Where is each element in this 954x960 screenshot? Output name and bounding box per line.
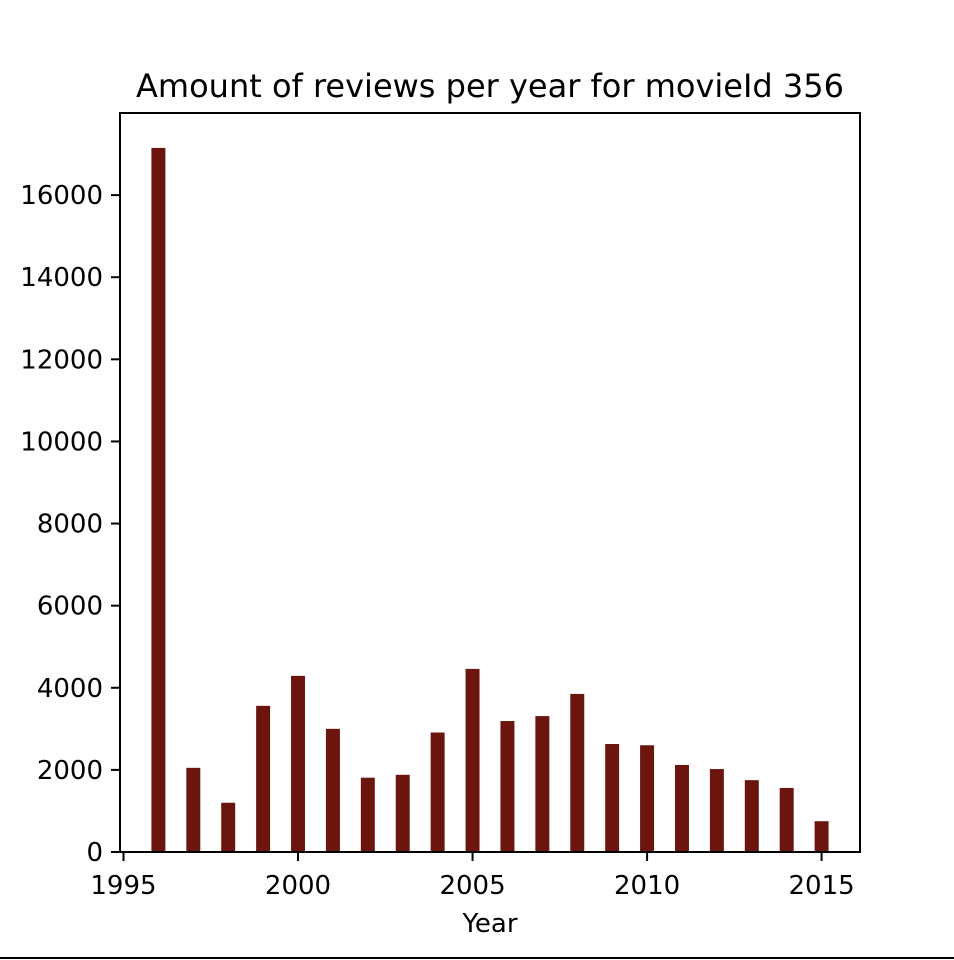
bar-2008 [570, 693, 585, 852]
bar-2005 [465, 668, 480, 852]
x-axis-label: Year [461, 909, 517, 939]
bar-2000 [291, 675, 305, 852]
bars-group [151, 147, 829, 852]
y-tick-label-2000: 2000 [37, 756, 103, 786]
y-tick-label-16000: 16000 [20, 181, 103, 211]
bar-2010 [640, 745, 655, 852]
x-tick-label-2005: 2005 [439, 871, 505, 901]
bar-1999 [256, 705, 271, 852]
chart-title: Amount of reviews per year for movieId 3… [136, 67, 844, 105]
bar-2003 [395, 774, 410, 852]
y-tick-label-8000: 8000 [37, 510, 103, 540]
x-tick-label-1995: 1995 [90, 871, 156, 901]
bar-2015 [814, 821, 829, 852]
y-tick-label-0: 0 [86, 838, 103, 868]
plot-frame [119, 112, 861, 853]
x-tick-label-2015: 2015 [789, 871, 855, 901]
y-tick-label-12000: 12000 [20, 345, 103, 375]
bar-1997 [186, 767, 201, 852]
x-tick-label-2010: 2010 [614, 871, 680, 901]
bar-2002 [360, 777, 375, 852]
bar-2004 [430, 732, 445, 852]
x-axis-ticks: 1995 2000 2005 2010 2015 [90, 852, 855, 901]
bar-2013 [744, 780, 759, 852]
bottom-border [0, 957, 954, 959]
bar-2014 [779, 787, 794, 852]
y-tick-label-4000: 4000 [37, 674, 103, 704]
y-tick-label-14000: 14000 [20, 263, 103, 293]
x-tick-label-2000: 2000 [265, 871, 331, 901]
bar-2006 [500, 721, 515, 852]
bar-2007 [535, 716, 550, 852]
y-axis-ticks: 0 2000 4000 6000 8000 10000 12000 14000 16000 [20, 181, 120, 868]
bar-1998 [221, 802, 236, 852]
bar-2012 [709, 769, 724, 852]
bar-1996 [151, 147, 166, 852]
bar-2001 [325, 728, 340, 852]
y-tick-label-6000: 6000 [37, 592, 103, 622]
bar-2009 [605, 744, 620, 852]
bar-2011 [675, 764, 689, 852]
y-tick-label-10000: 10000 [20, 427, 103, 457]
